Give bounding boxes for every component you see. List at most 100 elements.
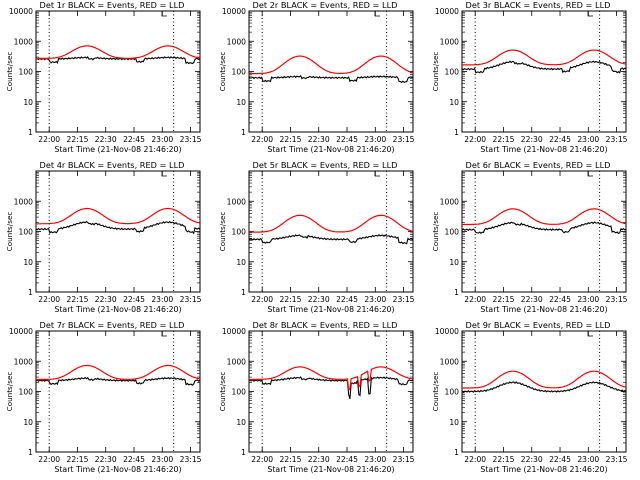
series-events-line (461, 221, 627, 235)
x-tick-label: 22:00 (38, 455, 60, 464)
chart-title: Det 6r BLACK = Events, RED = LLD (466, 160, 611, 170)
x-tick-label: 23:15 (606, 135, 628, 144)
x-tick-label: 22:30 (95, 135, 117, 144)
x-tick-label: 22:15 (493, 455, 515, 464)
x-tick-label: 22:00 (464, 135, 486, 144)
plot-frame (35, 10, 201, 133)
x-tick-label: 22:15 (67, 135, 89, 144)
chart-panel-8: Det 8r BLACK = Events, RED = LLD 1 10 100 10… (218, 320, 415, 474)
corner-marker (161, 171, 167, 177)
x-tick-label: 22:15 (493, 295, 515, 304)
x-tick-label: 22:30 (308, 135, 330, 144)
y-tick-label: 10 (449, 98, 459, 107)
x-tick-label: 22:45 (123, 135, 145, 144)
x-axis-label: Start Time (21-Nov-08 21:46:20) (480, 305, 607, 314)
y-tick-label: 10000 (435, 7, 459, 16)
series-events-line (35, 376, 201, 386)
corner-marker (374, 171, 380, 177)
series-lld-line (249, 214, 414, 233)
x-tick-label: 23:00 (364, 295, 386, 304)
series-lld-line (36, 45, 201, 59)
x-tick-label: 22:15 (280, 295, 302, 304)
x-tick-label: 22:30 (521, 455, 543, 464)
x-tick-label: 23:15 (393, 135, 415, 144)
series-events-line (461, 60, 627, 74)
x-tick-label: 22:15 (67, 295, 89, 304)
y-tick-label: 100 (19, 68, 34, 77)
chart-panel-2: Det 2r BLACK = Events, RED = LLD 1 10 100 10… (218, 0, 415, 154)
y-tick-label: 1 (454, 128, 459, 137)
plot-frame (248, 330, 414, 453)
chart-title: Det 5r BLACK = Events, RED = LLD (253, 160, 398, 170)
y-tick-label: 1000 (227, 37, 246, 46)
y-tick-label: 10 (449, 418, 459, 427)
x-tick-label: 23:00 (151, 295, 173, 304)
x-tick-label: 22:45 (549, 455, 571, 464)
x-tick-label: 22:15 (280, 455, 302, 464)
corner-marker (587, 171, 593, 177)
x-axis-label: Start Time (21-Nov-08 21:46:20) (267, 305, 394, 314)
series-lld-line (462, 370, 627, 389)
x-tick-label: 23:15 (180, 295, 202, 304)
x-axis-label: Start Time (21-Nov-08 21:46:20) (54, 305, 181, 314)
x-tick-label: 23:15 (180, 455, 202, 464)
x-axis-label: Start Time (21-Nov-08 21:46:20) (267, 465, 394, 474)
y-axis-label: Counts/sec (218, 212, 227, 252)
y-tick-label: 1000 (14, 357, 33, 366)
y-tick-label: 10 (23, 98, 33, 107)
y-tick-label: 1000 (14, 197, 33, 206)
y-axis-label: Counts/sec (431, 52, 440, 92)
x-tick-label: 22:15 (493, 135, 515, 144)
y-tick-label: 1000 (227, 357, 246, 366)
x-tick-label: 22:15 (280, 135, 302, 144)
series-events-line (35, 220, 201, 235)
chart-panel-6: Det 6r BLACK = Events, RED = LLD 1 10 100 10… (431, 160, 628, 314)
x-tick-label: 22:30 (95, 295, 117, 304)
chart-panel-1: Det 1r BLACK = Events, RED = LLD 1 10 100 10… (5, 0, 202, 154)
series-lld-line (36, 207, 201, 225)
y-tick-label: 1000 (14, 37, 33, 46)
x-tick-label: 22:30 (308, 455, 330, 464)
y-tick-label: 10 (23, 418, 33, 427)
y-tick-label: 100 (232, 388, 247, 397)
chart-title: Det 4r BLACK = Events, RED = LLD (40, 160, 185, 170)
chart-panel-4: Det 4r BLACK = Events, RED = LLD 1 10 100 10… (5, 160, 202, 314)
x-tick-label: 22:30 (521, 135, 543, 144)
x-tick-label: 22:45 (549, 295, 571, 304)
y-tick-label: 1 (241, 128, 246, 137)
chart-title: Det 7r BLACK = Events, RED = LLD (40, 320, 185, 330)
y-tick-label: 10000 (9, 327, 33, 336)
x-tick-label: 23:00 (151, 135, 173, 144)
plot-frame (461, 10, 627, 133)
x-tick-label: 22:00 (251, 455, 273, 464)
corner-marker (161, 331, 167, 337)
x-axis-label: Start Time (21-Nov-08 21:46:20) (54, 465, 181, 474)
x-tick-label: 22:00 (251, 295, 273, 304)
y-tick-label: 100 (232, 228, 247, 237)
y-axis-label: Counts/sec (218, 372, 227, 412)
y-axis-label: Counts/sec (5, 372, 14, 412)
y-tick-label: 10 (236, 258, 246, 267)
x-axis-label: Start Time (21-Nov-08 21:46:20) (54, 145, 181, 154)
x-tick-label: 23:00 (577, 135, 599, 144)
y-tick-label: 100 (445, 388, 460, 397)
chart-title: Det 9r BLACK = Events, RED = LLD (466, 320, 611, 330)
x-tick-label: 22:45 (549, 135, 571, 144)
x-axis-label: Start Time (21-Nov-08 21:46:20) (480, 145, 607, 154)
y-tick-label: 100 (232, 68, 247, 77)
y-tick-label: 1000 (440, 37, 459, 46)
x-tick-label: 23:00 (364, 135, 386, 144)
y-tick-label: 10 (236, 418, 246, 427)
x-tick-label: 23:00 (577, 295, 599, 304)
chart-title: Det 1r BLACK = Events, RED = LLD (40, 0, 185, 10)
chart-panel-9: Det 9r BLACK = Events, RED = LLD 1 10 100 10… (431, 320, 628, 474)
x-tick-label: 22:45 (123, 455, 145, 464)
series-events-line (461, 381, 627, 393)
x-tick-label: 22:00 (251, 135, 273, 144)
corner-marker (374, 11, 380, 17)
chart-panel-3: Det 3r BLACK = Events, RED = LLD 1 10 100 10… (431, 0, 628, 154)
y-tick-label: 1000 (440, 197, 459, 206)
x-tick-label: 22:00 (464, 455, 486, 464)
series-events-line (35, 56, 201, 65)
plot-frame (35, 330, 201, 453)
